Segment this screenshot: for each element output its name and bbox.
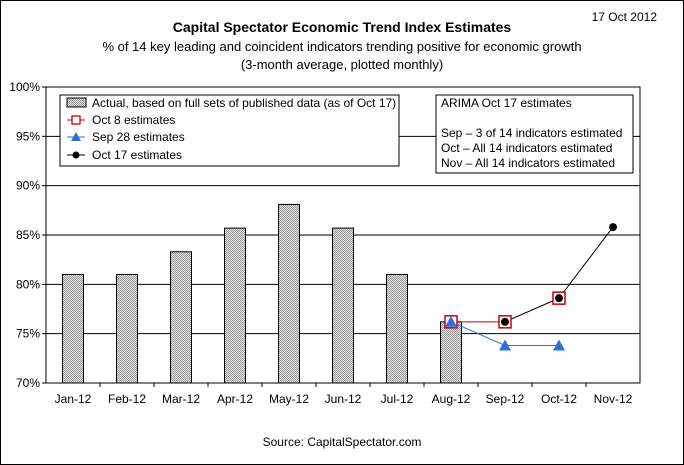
chart-title: Capital Spectator Economic Trend Index E…: [173, 19, 512, 35]
legend-label-oct8: Oct 8 estimates: [92, 113, 175, 127]
marker-triangle-Sep-12: [499, 339, 511, 351]
x-tick-label: Nov-12: [594, 392, 633, 406]
annotation-line-sep: Sep – 3 of 14 indicators estimated: [441, 126, 622, 140]
y-tick-label: 100%: [9, 80, 40, 94]
marker-circle-Sep-12: [501, 317, 509, 326]
annotation-line-oct: Oct – All 14 indicators estimated: [441, 141, 612, 155]
date-stamp: 17 Oct 2012: [592, 10, 658, 24]
marker-circle-Nov-12: [609, 223, 617, 232]
x-tick-label: Jan-12: [55, 392, 92, 406]
bar-Apr-12: [224, 227, 246, 384]
y-axis-tick-labels: 70% 75% 80% 85% 90% 95% 100%: [9, 80, 40, 390]
legend-swatch-actual-bar: [66, 97, 87, 108]
bar-Feb-12: [116, 273, 138, 384]
bar-May-12: [278, 203, 300, 384]
chart-subtitle: % of 14 key leading and coincident indic…: [102, 39, 581, 54]
legend-marker-triangle: [71, 132, 81, 141]
x-tick-label: Jun-12: [325, 392, 362, 406]
marker-triangle-Aug-12: [445, 315, 457, 327]
annotation-title: ARIMA Oct 17 estimates: [441, 96, 572, 110]
x-axis-tick-labels: Jan-12 Feb-12 Mar-12 Apr-12 May-12 Jun-12 Jul-…: [55, 392, 633, 406]
x-tick-label: Aug-12: [432, 392, 471, 406]
y-tick-label: 75%: [16, 327, 40, 341]
bar-Mar-12: [170, 251, 192, 384]
annotation-box: [435, 94, 634, 174]
annotation: ARIMA Oct 17 estimates Sep – 3 of 14 ind…: [435, 94, 634, 174]
legend-marker-open-square: [71, 115, 81, 125]
x-tick-label: May-12: [269, 392, 309, 406]
marker-triangle-Oct-12: [553, 339, 565, 351]
x-tick-label: Sep-12: [486, 392, 525, 406]
legend-marker-circle: [72, 151, 80, 159]
bar-Aug-12: [440, 321, 462, 384]
y-tick-label: 90%: [16, 179, 40, 193]
bar-series: [62, 203, 462, 384]
bar-Jul-12: [386, 273, 408, 384]
bar-Jan-12: [62, 273, 84, 384]
legend-label-oct17: Oct 17 estimates: [92, 148, 182, 162]
y-tick-label: 70%: [16, 376, 40, 390]
legend: Actual, based on full sets of published …: [59, 94, 400, 167]
annotation-line-nov: Nov – All 14 indicators estimated: [441, 156, 615, 170]
x-tick-label: Jul-12: [381, 392, 414, 406]
bar-Jun-12: [332, 227, 354, 384]
x-tick-label: Feb-12: [108, 392, 146, 406]
x-tick-label: Mar-12: [162, 392, 200, 406]
y-tick-label: 95%: [16, 129, 40, 143]
x-tick-label: Apr-12: [217, 392, 253, 406]
legend-label-actual: Actual, based on full sets of published …: [92, 96, 396, 110]
y-tick-label: 80%: [16, 277, 40, 291]
series-markers: [444, 223, 617, 351]
x-tick-label: Oct-12: [541, 392, 577, 406]
legend-label-sep28: Sep 28 estimates: [92, 130, 185, 144]
chart-subtitle-2: (3-month average, plotted monthly): [241, 57, 443, 72]
source-note: Source: CapitalSpectator.com: [263, 435, 422, 449]
y-tick-label: 85%: [16, 228, 40, 242]
legend-box: [59, 94, 400, 167]
marker-circle-Oct-12: [555, 294, 563, 303]
